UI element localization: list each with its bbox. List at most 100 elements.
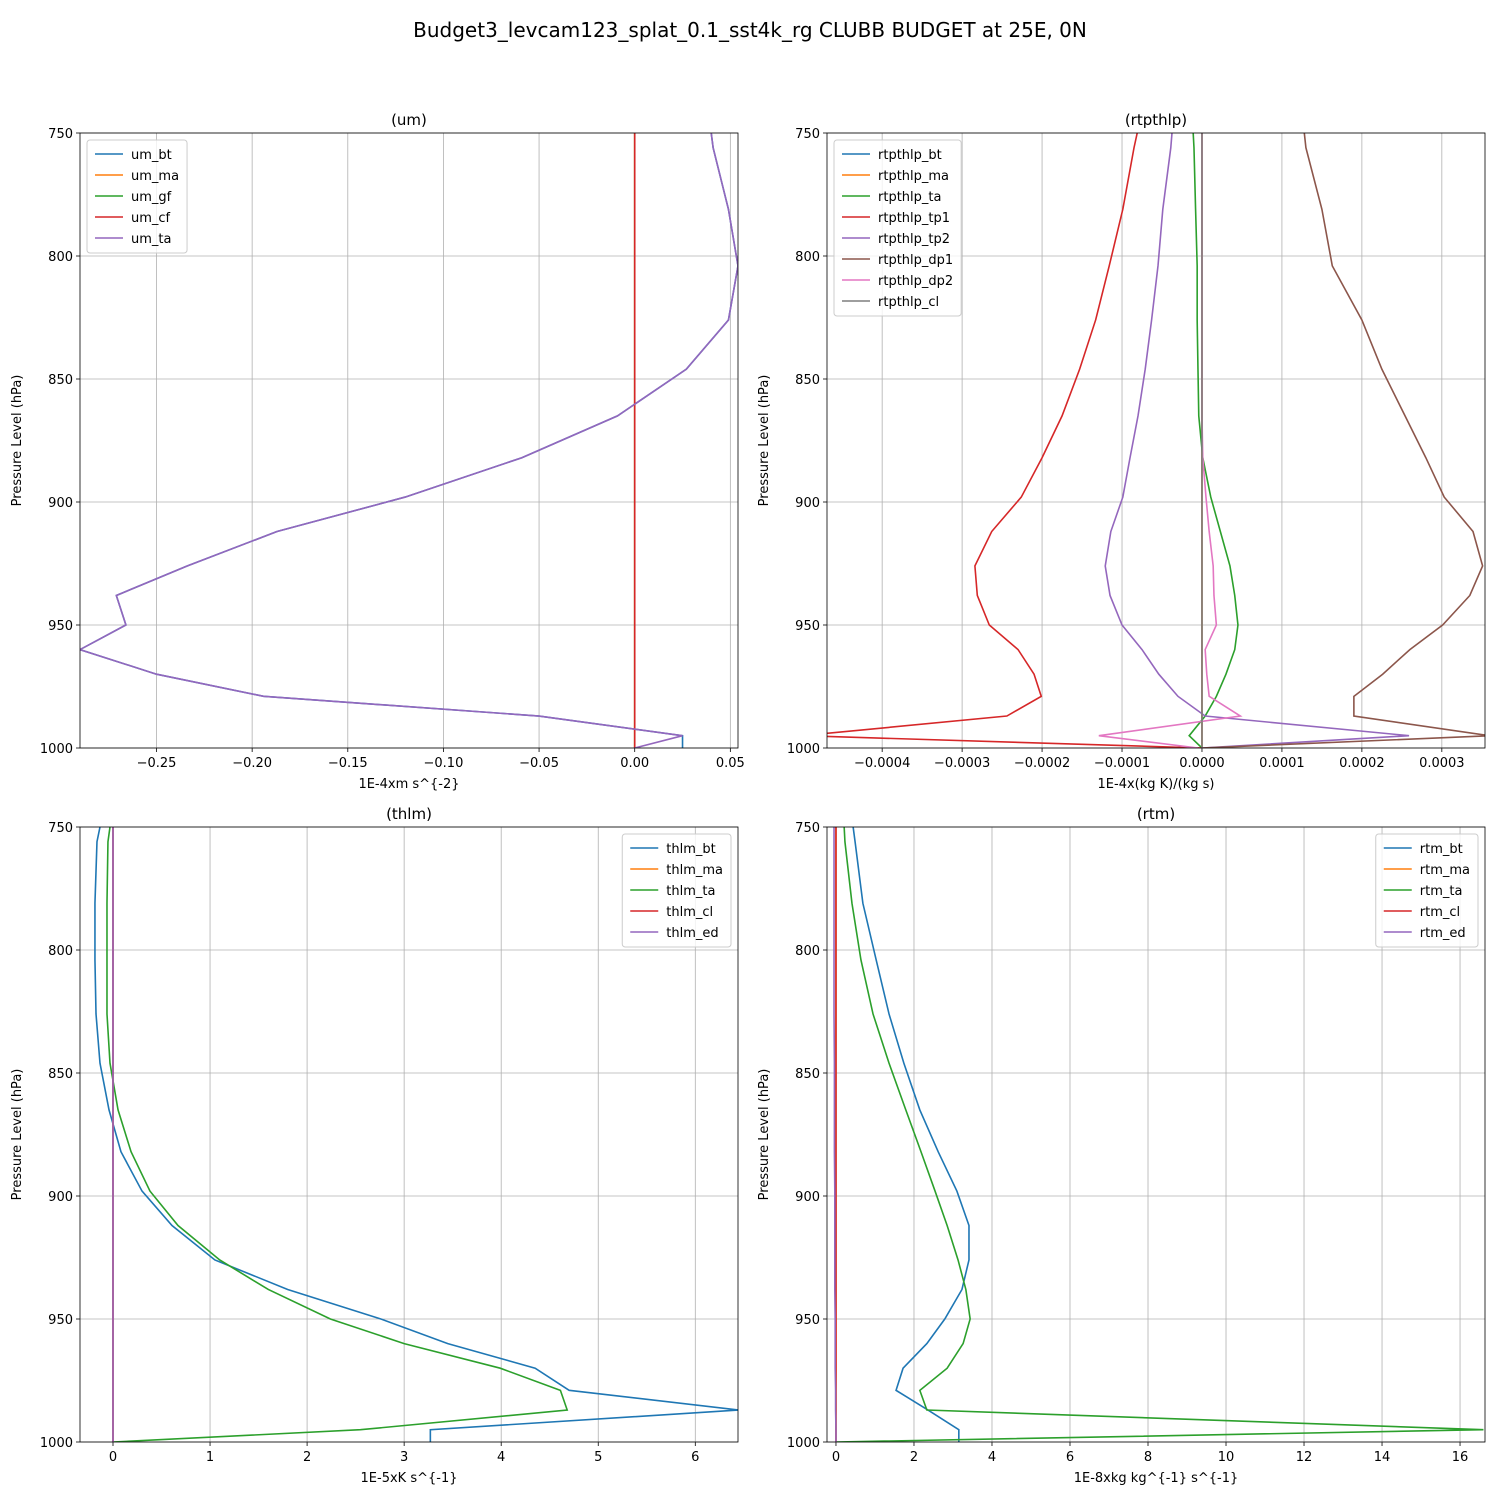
y-tick-label: 800: [48, 250, 73, 265]
legend-label: thlm_bt: [666, 842, 715, 857]
legend-label: rtm_ed: [1420, 926, 1466, 941]
axes-frame: [826, 826, 1486, 1443]
x-tick-label: 8: [1144, 1450, 1152, 1465]
y-tick-label: 850: [795, 1067, 820, 1082]
y-tick-label: 850: [48, 1067, 73, 1082]
x-tick-label: 0.05: [716, 756, 745, 771]
legend-label: thlm_ta: [666, 884, 715, 899]
x-tick-label: −0.10: [424, 756, 464, 771]
legend: rtm_bt rtm_ma rtm_ta rtm_cl rtm_ed: [1375, 833, 1479, 948]
y-tick-label: 950: [795, 1313, 820, 1328]
series-line: [1104, 133, 1410, 748]
x-tick-label: 5: [594, 1450, 602, 1465]
y-tick-label: 900: [48, 496, 73, 511]
y-axis-label: Pressure Level (hPa): [10, 375, 25, 507]
y-tick-label: 950: [48, 1313, 73, 1328]
legend-frame: [86, 139, 188, 254]
plot-lines: [827, 133, 1485, 748]
x-tick-label: 1: [206, 1450, 214, 1465]
legend-label: rtpthlp_bt: [878, 148, 942, 163]
series-line: [835, 827, 1484, 1442]
subplot: 0 2 4 6 8 10 12 14 16 750 800 850 900 950 1000 (rtm) 1E-…: [757, 805, 1486, 1486]
axes-title: (rtm): [1137, 805, 1175, 823]
plot-lines: [80, 133, 738, 748]
legend-label: um_ma: [131, 169, 179, 184]
x-tick-label: 0.0002: [1339, 756, 1385, 771]
y-tick-label: 1000: [787, 1436, 820, 1451]
y-tick-label: 1000: [40, 1436, 73, 1451]
legend-label: rtm_ma: [1420, 863, 1470, 878]
y-tick-label: 800: [795, 250, 820, 265]
figure-title: Budget3_levcam123_splat_0.1_sst4k_rg CLU…: [413, 18, 1087, 42]
series-line: [1201, 133, 1485, 748]
legend: thlm_bt thlm_ma thlm_ta thlm_cl thlm_ed: [621, 833, 732, 948]
y-tick-label: 950: [48, 619, 73, 634]
y-tick-label: 750: [48, 127, 73, 142]
legend-label: thlm_ed: [666, 926, 718, 941]
series-line: [827, 133, 1202, 748]
legend-label: um_bt: [131, 148, 172, 163]
y-axis-label: Pressure Level (hPa): [10, 1069, 25, 1201]
series-line: [833, 827, 837, 1442]
legend-label: rtpthlp_tp1: [878, 211, 950, 226]
x-tick-label: −0.25: [137, 756, 177, 771]
legend-label: rtpthlp_cl: [878, 295, 939, 310]
legend-label: rtpthlp_dp1: [878, 253, 953, 268]
y-tick-label: 950: [795, 619, 820, 634]
axes-frame: [826, 132, 1486, 749]
axes-title: (um): [391, 111, 427, 129]
x-tick-label: 4: [988, 1450, 996, 1465]
x-tick-label: −0.0004: [854, 756, 910, 771]
legend-label: thlm_ma: [666, 863, 723, 878]
x-tick-label: −0.0002: [1014, 756, 1070, 771]
x-tick-label: −0.0003: [934, 756, 990, 771]
x-tick-label: 3: [400, 1450, 408, 1465]
y-tick-label: 1000: [787, 742, 820, 757]
x-tick-label: 16: [1452, 1450, 1469, 1465]
y-axis-label: Pressure Level (hPa): [757, 1069, 772, 1201]
x-tick-label: 2: [303, 1450, 311, 1465]
plot-lines: [833, 827, 1484, 1442]
plot-lines: [94, 827, 738, 1442]
x-tick-label: 4: [497, 1450, 505, 1465]
x-tick-label: 0.0001: [1259, 756, 1305, 771]
series-line: [1188, 133, 1239, 748]
x-tick-label: 14: [1374, 1450, 1391, 1465]
y-tick-label: 750: [795, 127, 820, 142]
y-tick-label: 900: [48, 1190, 73, 1205]
series-line: [80, 133, 738, 748]
x-tick-label: 0: [109, 1450, 117, 1465]
y-tick-label: 800: [795, 944, 820, 959]
y-tick-label: 850: [48, 373, 73, 388]
y-tick-label: 1000: [40, 742, 73, 757]
x-axis-label: 1E-4x(kg K)/(kg s): [1098, 777, 1215, 792]
x-tick-label: 10: [1218, 1450, 1235, 1465]
legend-label: um_cf: [131, 211, 171, 226]
y-axis-label: Pressure Level (hPa): [757, 375, 772, 507]
x-tick-label: 0.0000: [1179, 756, 1225, 771]
x-tick-label: 2: [910, 1450, 918, 1465]
legend-label: rtm_cl: [1420, 905, 1460, 920]
legend-label: rtpthlp_tp2: [878, 232, 950, 247]
x-tick-label: −0.0001: [1094, 756, 1150, 771]
legend-label: rtm_ta: [1420, 884, 1463, 899]
x-axis-label: 1E-4xm s^{-2}: [358, 777, 459, 792]
axes-title: (rtpthlp): [1125, 111, 1187, 129]
series-line: [106, 827, 569, 1442]
x-tick-label: 0: [832, 1450, 840, 1465]
subplot: −0.0004 −0.0003 −0.0002 −0.0001 0.0000 0.0001…: [757, 111, 1486, 792]
y-tick-label: 900: [795, 1190, 820, 1205]
axes-title: (thlm): [386, 805, 432, 823]
legend-label: um_gf: [131, 190, 172, 205]
subplot: 0 1 2 3 4 5 6 750 800 850 900 950 1000 (thlm) 1E-5xK s…: [10, 805, 739, 1486]
y-tick-label: 800: [48, 944, 73, 959]
x-tick-label: 0.00: [620, 756, 649, 771]
series-line: [94, 827, 738, 1442]
series-line: [852, 827, 970, 1442]
legend-frame: [833, 139, 962, 317]
y-tick-label: 750: [48, 821, 73, 836]
x-axis-label: 1E-8xkg kg^{-1} s^{-1}: [1074, 1471, 1239, 1486]
x-tick-label: 12: [1296, 1450, 1313, 1465]
x-tick-label: −0.05: [519, 756, 559, 771]
